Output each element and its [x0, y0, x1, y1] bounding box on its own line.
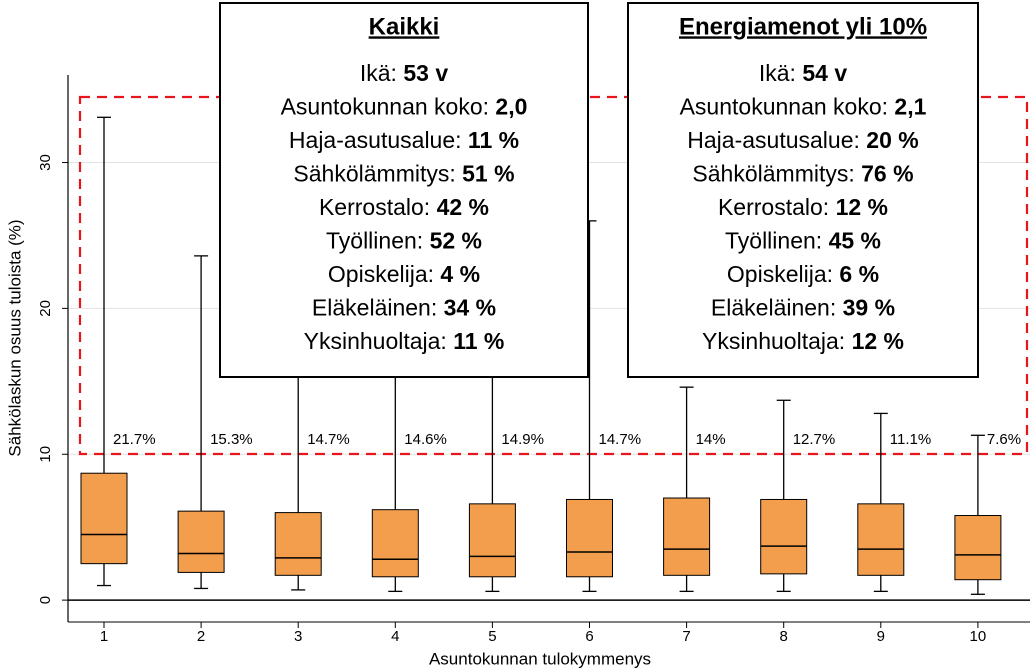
y-tick-label: 20 — [37, 300, 54, 317]
y-tick-label: 10 — [37, 446, 54, 463]
panel-item: Yksinhuoltaja: 12 % — [702, 328, 904, 354]
panel-item: Kerrostalo: 42 % — [319, 194, 489, 220]
annotation: 14.6% — [404, 431, 447, 448]
annotation: 7.6% — [987, 431, 1021, 448]
item-label: Ikä: — [759, 60, 796, 86]
x-tick-label: 1 — [100, 628, 108, 645]
info-panel: Kaikki Ikä: 53 v Asuntokunnan koko: 2,0 Haj… — [219, 2, 589, 378]
panel-item: Yksinhuoltaja: 11 % — [304, 328, 505, 354]
item-label: Ikä: — [360, 60, 397, 86]
x-tick-label: 8 — [780, 628, 788, 645]
item-label: Eläkeläinen: — [312, 295, 437, 321]
panel-item: Ikä: 54 v — [759, 60, 847, 86]
item-value: 51 % — [462, 161, 514, 187]
annotation: 12.7% — [793, 431, 836, 448]
x-tick-label: 4 — [391, 628, 399, 645]
panel-frame — [627, 2, 979, 378]
highlight-frame — [78, 95, 1029, 456]
item-label: Asuntokunnan koko: — [680, 94, 888, 120]
item-value: 4 % — [440, 261, 480, 287]
panel-item: Asuntokunnan koko: 2,1 — [680, 94, 927, 120]
panel-item: Työllinen: 45 % — [725, 228, 881, 254]
annotation: 14.7% — [599, 431, 642, 448]
x-tick-label: 2 — [197, 628, 205, 645]
box — [954, 515, 1002, 581]
box — [760, 498, 808, 575]
item-label: Haja-asutusalue: — [687, 127, 860, 153]
item-value: 54 v — [802, 60, 847, 86]
box — [663, 497, 711, 576]
panel-item: Haja-asutusalue: 11 % — [289, 127, 519, 153]
panel-item: Sähkölämmitys: 76 % — [692, 161, 913, 187]
item-value: 12 % — [836, 194, 888, 220]
x-tick-label: 3 — [294, 628, 302, 645]
item-label: Opiskelija: — [328, 261, 434, 287]
box — [177, 510, 225, 573]
x-tick-label: 5 — [488, 628, 496, 645]
info-panel: Energiamenot yli 10% Ikä: 54 v Asuntokunna… — [627, 2, 979, 378]
box — [468, 503, 516, 578]
item-value: 34 % — [444, 295, 496, 321]
panel-item: Työllinen: 52 % — [326, 228, 482, 254]
item-value: 42 % — [437, 194, 489, 220]
item-value: 12 % — [852, 328, 904, 354]
x-axis-label: Asuntokunnan tulokymmenys — [429, 649, 651, 668]
item-label: Yksinhuoltaja: — [304, 328, 447, 354]
panel-item: Opiskelija: 4 % — [328, 261, 480, 287]
annotation: 14% — [696, 431, 726, 448]
box — [371, 509, 419, 578]
panel-item: Asuntokunnan koko: 2,0 — [281, 94, 528, 120]
panel-title: Energiamenot yli 10% — [679, 13, 927, 40]
panel-item: Eläkeläinen: 34 % — [312, 295, 496, 321]
panel-item: Eläkeläinen: 39 % — [711, 295, 895, 321]
y-tick-label: 0 — [37, 596, 54, 604]
panel-item: Kerrostalo: 12 % — [718, 194, 888, 220]
x-tick-label: 9 — [877, 628, 885, 645]
item-label: Sähkölämmitys: — [293, 161, 455, 187]
item-label: Asuntokunnan koko: — [281, 94, 489, 120]
panel-title: Kaikki — [369, 13, 440, 40]
item-value: 11 % — [453, 328, 504, 354]
panel-frame — [219, 2, 589, 378]
box — [274, 512, 322, 576]
panel-item: Opiskelija: 6 % — [727, 261, 879, 287]
y-axis-label: Sähkölaskun osuus tuloista (%) — [5, 219, 24, 456]
panel-item: Sähkölämmitys: 51 % — [293, 161, 514, 187]
item-value: 53 v — [403, 60, 448, 86]
panel-item: Ikä: 53 v — [360, 60, 448, 86]
item-label: Eläkeläinen: — [711, 295, 836, 321]
x-tick-label: 7 — [682, 628, 690, 645]
item-value: 45 % — [829, 228, 881, 254]
item-value: 20 % — [866, 127, 918, 153]
annotation: 15.3% — [210, 431, 253, 448]
item-label: Työllinen: — [725, 228, 822, 254]
annotation: 14.7% — [307, 431, 350, 448]
item-label: Haja-asutusalue: — [289, 127, 462, 153]
annotation: 11.1% — [890, 431, 931, 448]
item-value: 11 % — [468, 127, 519, 153]
box — [857, 503, 905, 576]
item-value: 76 % — [861, 161, 913, 187]
item-label: Työllinen: — [326, 228, 423, 254]
panel-item: Haja-asutusalue: 20 % — [687, 127, 918, 153]
item-value: 39 % — [843, 295, 895, 321]
annotation: 21.7% — [113, 431, 156, 448]
item-label: Opiskelija: — [727, 261, 833, 287]
item-label: Kerrostalo: — [319, 194, 430, 220]
x-tick-label: 6 — [585, 628, 593, 645]
item-label: Yksinhuoltaja: — [702, 328, 845, 354]
item-value: 2,0 — [495, 94, 527, 120]
box — [566, 498, 613, 578]
item-label: Sähkölämmitys: — [692, 161, 854, 187]
x-tick-label: 10 — [970, 628, 987, 645]
item-value: 2,1 — [894, 94, 926, 120]
item-label: Kerrostalo: — [718, 194, 829, 220]
annotation: 14.9% — [501, 431, 544, 448]
item-value: 6 % — [839, 261, 879, 287]
box — [80, 472, 128, 565]
y-tick-label: 30 — [37, 154, 54, 171]
item-value: 52 % — [430, 228, 482, 254]
